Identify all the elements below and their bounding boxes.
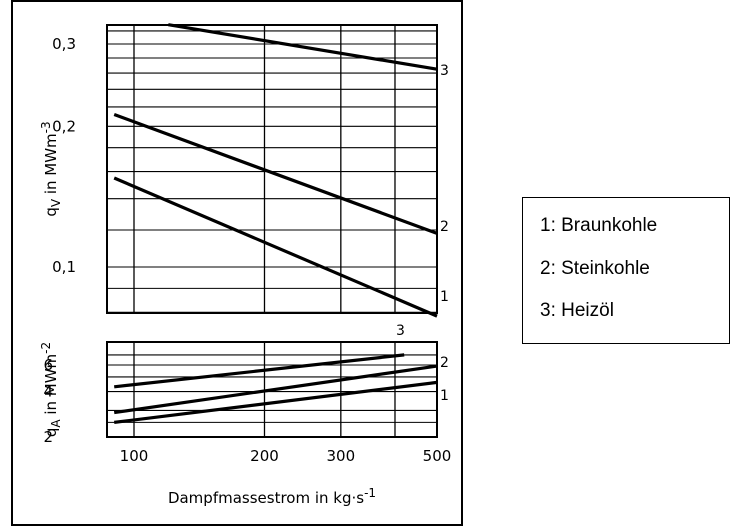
- top-plot: 0,1 0,2 0,3 1 2 3 qV in MWm-3: [39, 23, 449, 318]
- y-axis-title: qA in MWm-2: [39, 342, 63, 437]
- y-tick-label: 6: [43, 356, 53, 374]
- x-tick-label: 300: [327, 447, 356, 465]
- series-line-3: [168, 23, 438, 71]
- x-tick-label: 200: [250, 447, 279, 465]
- series-label-1: 1: [440, 388, 449, 404]
- x-tick-label: 100: [120, 447, 149, 465]
- series-label-3: 3: [440, 63, 449, 79]
- series-label-2: 2: [440, 219, 449, 235]
- series-line-1: [114, 380, 438, 424]
- y-axis-title: qV in MWm-3: [39, 121, 63, 216]
- legend: 1: Braunkohle 2: Steinkohle 3: Heizöl: [522, 197, 730, 344]
- series-line-2: [113, 364, 438, 415]
- x-axis-title: Dampfmassestrom in kg·s-1: [168, 486, 376, 507]
- legend-item-1: 1: Braunkohle: [540, 215, 658, 236]
- y-tick-label: 2: [43, 428, 53, 446]
- y-tick-label: 0,3: [52, 35, 76, 53]
- x-tick-label: 500: [423, 447, 452, 465]
- series-line-3: [114, 353, 405, 389]
- bottom-plot: 2 4 6 1 2 3 qA in MWm-2 100 200 300 500 Dampfmasses…: [39, 323, 451, 507]
- y-tick-label: 0,1: [52, 258, 76, 276]
- series-line-1: [113, 176, 438, 318]
- y-tick-label: 4: [43, 383, 53, 401]
- series-label-1: 1: [440, 289, 449, 305]
- series-line-2: [113, 112, 438, 235]
- series-label-3: 3: [396, 323, 405, 339]
- legend-item-3: 3: Heizöl: [540, 300, 614, 321]
- y-tick-label: 0,2: [52, 117, 76, 135]
- legend-item-2: 2: Steinkohle: [540, 258, 650, 279]
- series-label-2: 2: [440, 355, 449, 371]
